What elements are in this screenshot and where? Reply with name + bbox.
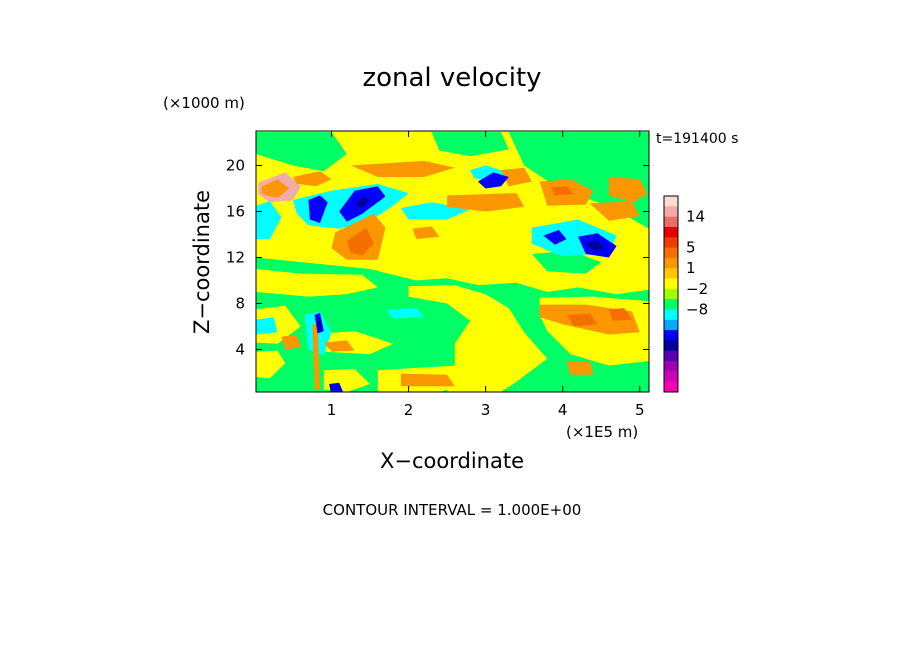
contour-region-7 <box>256 269 378 297</box>
contour-region-10 <box>256 305 301 344</box>
contour-region-20 <box>256 317 278 335</box>
contour-region-24 <box>350 160 455 177</box>
colorbar-box-3 <box>664 226 678 238</box>
colorbar-box-9 <box>664 288 678 300</box>
x-tick-label-0: 1 <box>327 401 337 419</box>
x-tick-label-4: 5 <box>635 401 645 419</box>
colorbar-label-4: −8 <box>686 300 708 318</box>
contour-region-49 <box>354 196 370 208</box>
plot-frame <box>255 130 650 393</box>
contour-region-34 <box>323 340 355 352</box>
contour-region-8 <box>408 285 548 392</box>
y-unit-label: (×1000 m) <box>163 94 245 112</box>
contour-region-6 <box>531 250 602 274</box>
contour-region-35 <box>400 373 455 387</box>
contour-region-50 <box>585 240 606 251</box>
contour-region-25 <box>501 167 532 187</box>
colorbar-box-12 <box>664 319 678 331</box>
y-tick-label-1: 8 <box>235 294 245 312</box>
x-axis-label: X−coordinate <box>380 449 524 473</box>
colorbar-box-1 <box>664 206 678 217</box>
colorbar-box-5 <box>664 247 678 259</box>
contour-region-39 <box>551 186 575 196</box>
contour-region-48 <box>329 382 344 392</box>
contour-region-38 <box>346 227 374 256</box>
contour-fill-regions <box>256 132 649 392</box>
contour-region-30 <box>412 226 440 240</box>
contour-region-23 <box>293 171 332 187</box>
colorbar: 14 5 1 −2 −8 <box>663 195 708 393</box>
contour-region-33 <box>281 334 301 350</box>
contour-region-15 <box>256 201 282 240</box>
colorbar-box-16 <box>664 361 678 372</box>
colorbar-box-8 <box>664 278 678 290</box>
contour-region-37 <box>312 324 320 390</box>
contour-region-22 <box>304 311 332 356</box>
y-tick-label-2: 12 <box>226 248 245 266</box>
x-tick-label-3: 4 <box>558 401 568 419</box>
colorbar-label-2: 1 <box>686 259 696 277</box>
contour-region-2 <box>256 132 347 172</box>
y-axis-label: Z−coordinate <box>190 190 214 334</box>
colorbar-box-0 <box>664 196 678 207</box>
colorbar-frame <box>663 195 679 393</box>
y-tick-label-3: 16 <box>226 202 245 220</box>
contour-region-21 <box>385 308 424 319</box>
colorbar-box-13 <box>664 330 678 341</box>
x-axis-ticks: 1 2 3 4 5 <box>327 131 645 419</box>
contour-region-40 <box>566 313 598 327</box>
contour-interval-footer: CONTOUR INTERVAL = 1.000E+00 <box>323 501 582 519</box>
y-tick-label-0: 4 <box>235 340 245 358</box>
colorbar-box-17 <box>664 371 678 382</box>
contour-region-36 <box>566 361 594 375</box>
contour-region-31 <box>589 201 640 221</box>
contour-region-28 <box>447 193 525 212</box>
time-label: t=191400 s <box>656 131 738 147</box>
y-tick-label-4: 20 <box>226 156 245 174</box>
x-tick-label-1: 2 <box>404 401 414 419</box>
x-unit-label: (×1E5 m) <box>566 423 638 441</box>
colorbar-box-18 <box>664 381 678 393</box>
colorbar-box-15 <box>664 350 678 362</box>
contour-region-45 <box>543 229 567 245</box>
colorbar-box-11 <box>664 309 678 321</box>
contour-region-42 <box>308 195 328 223</box>
x-tick-label-2: 3 <box>481 401 491 419</box>
contour-region-44 <box>477 172 509 189</box>
contour-region-41 <box>608 308 632 321</box>
colorbar-box-7 <box>664 268 678 279</box>
colorbar-label-0: 14 <box>686 208 705 226</box>
contour-region-27 <box>608 177 648 203</box>
contour-region-3 <box>431 132 509 157</box>
contour-region-1 <box>262 179 290 198</box>
colorbar-label-3: −2 <box>686 280 708 298</box>
colorbar-box-2 <box>664 216 678 228</box>
contour-region-51 <box>316 319 323 329</box>
colorbar-box-10 <box>664 299 678 310</box>
colorbar-box-4 <box>664 237 678 248</box>
colorbar-label-1: 5 <box>686 239 696 257</box>
y-axis-ticks: 4 8 12 16 20 <box>226 156 649 358</box>
colorbar-box-14 <box>664 340 678 352</box>
colorbar-box-6 <box>664 257 678 269</box>
chart-title: zonal velocity <box>362 63 541 93</box>
contour-region-12 <box>256 350 286 379</box>
